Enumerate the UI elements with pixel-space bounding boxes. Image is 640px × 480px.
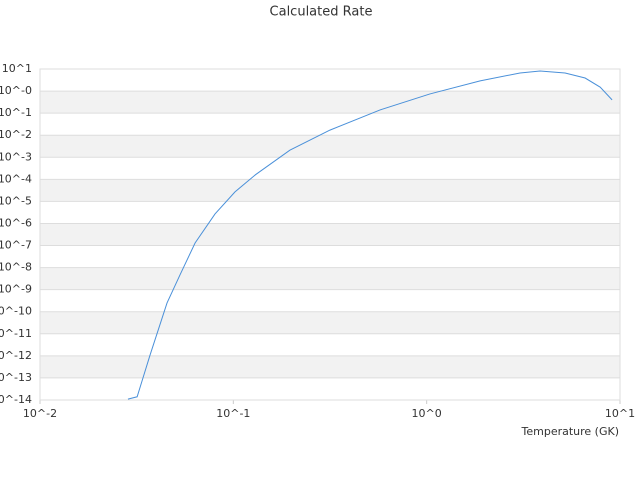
y-tick-label: 10^-4 (0, 172, 32, 185)
y-tick-label: 10^-3 (0, 150, 32, 163)
y-tick-label: 10^-2 (0, 128, 32, 141)
y-tick-label: 10^-9 (0, 283, 32, 296)
grid-band (40, 355, 620, 378)
y-tick-label: 10^1 (2, 62, 32, 75)
y-tick-label: 10^-10 (0, 305, 32, 318)
y-tick-label: 10^-7 (0, 239, 32, 252)
plot-border (39, 68, 621, 401)
y-tick-label: 10^-5 (0, 194, 32, 207)
y-tick-label: 10^-12 (0, 349, 32, 362)
x-axis-label: Temperature (GK) (521, 425, 620, 438)
x-tick-label: 10^0 (412, 407, 442, 420)
y-tick-label: 10^-8 (0, 261, 32, 274)
x-tick-label: 10^-2 (23, 407, 57, 420)
y-tick-label: 10^-1 (0, 106, 32, 119)
grid-band (40, 179, 620, 202)
data-line (127, 70, 613, 400)
y-tick-label: 10^-13 (0, 371, 32, 384)
y-tick-label: 10^-11 (0, 327, 32, 340)
grid-band (40, 311, 620, 334)
chart-title: Calculated Rate (270, 5, 373, 20)
x-tick-label: 10^-1 (216, 407, 250, 420)
grid-band (40, 91, 620, 114)
y-tick-label: 10^-6 (0, 216, 32, 229)
grid-band (40, 267, 620, 290)
grid-band (40, 223, 620, 246)
y-tick-label: 10^-0 (0, 84, 32, 97)
x-tick-label: 10^1 (605, 407, 635, 420)
y-tick-label: 10^-14 (0, 393, 32, 406)
grid-band (40, 135, 620, 158)
